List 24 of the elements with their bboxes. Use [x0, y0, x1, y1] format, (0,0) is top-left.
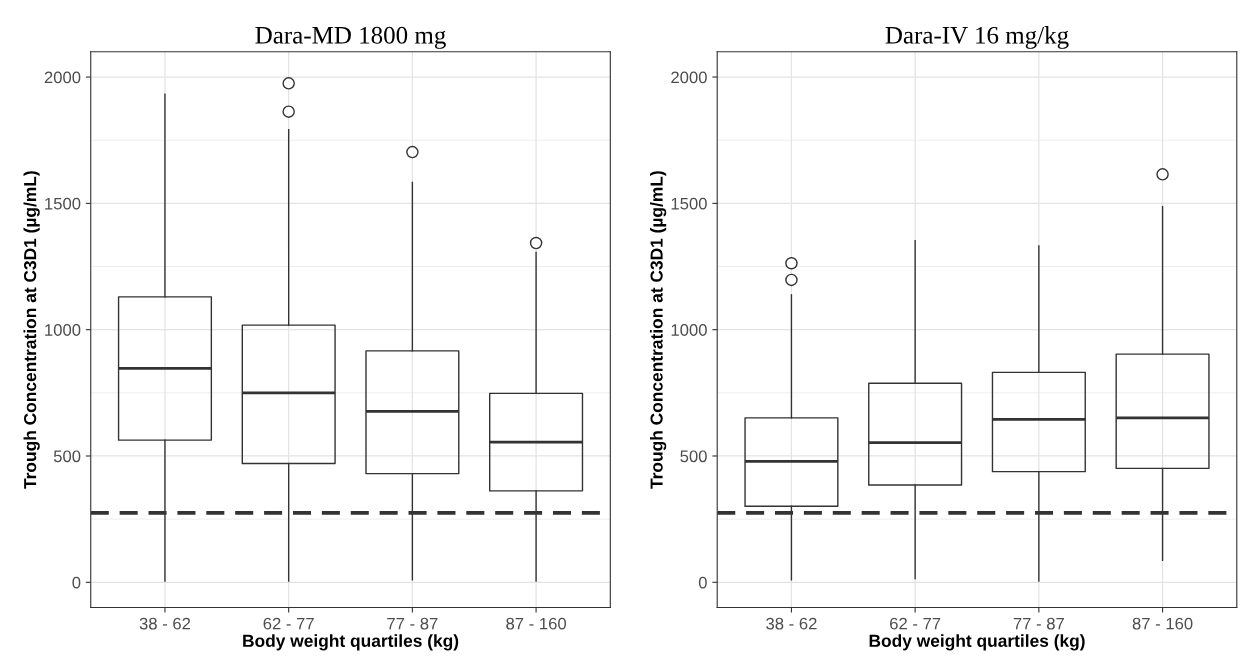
y-tick-label: 500: [53, 450, 81, 463]
x-axis-title: Body weight quartiles (kg): [869, 634, 1085, 651]
y-axis-title: Trough Concentration at C3D1 (µg/mL): [649, 171, 667, 489]
x-tick-label: 77 - 87: [387, 617, 438, 630]
x-axis-title: Body weight quartiles (kg): [243, 634, 459, 651]
y-tick-label: 1000: [45, 324, 81, 336]
y-axis-title: Trough Concentration at C3D1 (µg/mL): [23, 171, 40, 489]
y-tick-label: 500: [680, 450, 707, 463]
y-tick-label: 1500: [45, 197, 81, 210]
y-tick-label: 2000: [44, 71, 81, 84]
x-tick-label: 38 - 62: [766, 617, 817, 630]
chart-title: Dara-IV 16 mg/kg: [885, 26, 1069, 49]
y-tick-label: 0: [698, 576, 707, 589]
chart-title: Dara-MD 1800 mg: [255, 26, 446, 49]
y-tick-label: 1500: [671, 197, 707, 210]
y-tick-label: 1000: [671, 324, 707, 336]
x-tick-label: 62 - 77: [890, 617, 941, 630]
y-tick-label: 2000: [671, 71, 707, 84]
x-tick-label: 62 - 77: [263, 617, 314, 630]
x-tick-label: 38 - 62: [139, 617, 191, 630]
y-tick-label: 0: [72, 576, 81, 589]
x-tick-label: 87 - 160: [506, 617, 567, 630]
x-tick-label: 87 - 160: [1132, 617, 1193, 630]
x-tick-label: 77 - 87: [1013, 617, 1064, 630]
